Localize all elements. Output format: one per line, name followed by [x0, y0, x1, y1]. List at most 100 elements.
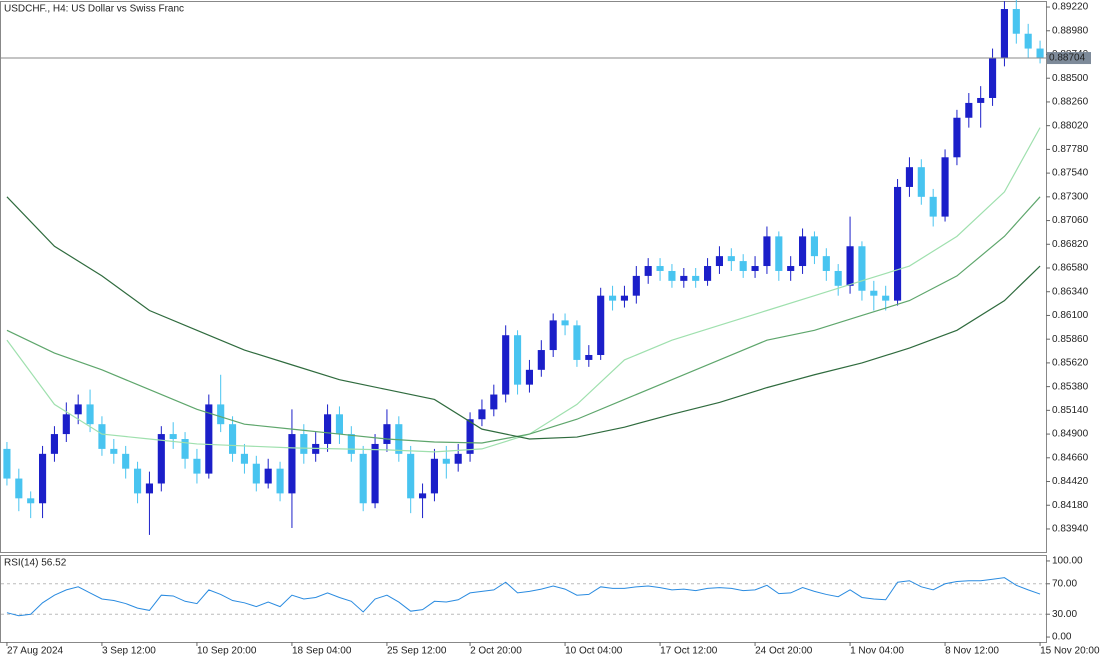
x-tick-label: 18 Sep 04:00	[292, 646, 352, 657]
rsi-line	[6, 577, 1041, 617]
candle-body	[514, 335, 522, 385]
candle-body	[145, 483, 153, 494]
candle-body	[181, 439, 189, 459]
y-tick-label: 0.85620	[1052, 358, 1089, 369]
x-tick-label: 3 Sep 12:00	[102, 646, 156, 657]
y-tick-label: 0.00	[1052, 632, 1072, 643]
candle-body	[822, 256, 830, 271]
candle-body	[644, 266, 652, 276]
candle-body	[39, 453, 47, 504]
candle-body	[597, 295, 605, 355]
main-frame	[0, 1, 1047, 553]
moving-average	[6, 196, 1041, 444]
y-tick-label: 0.84660	[1052, 452, 1089, 463]
candle-body	[917, 167, 925, 197]
candle-body	[134, 468, 142, 494]
candle-body	[870, 290, 878, 296]
y-tick-label: 30.00	[1052, 609, 1077, 620]
candle-body	[466, 419, 474, 454]
y-tick-label: 0.87060	[1052, 215, 1089, 226]
y-tick-label: 0.87780	[1052, 144, 1089, 155]
candle-body	[775, 236, 783, 271]
candle-body	[609, 295, 617, 301]
candle-body	[585, 354, 593, 360]
candle-body	[1036, 48, 1044, 59]
candle-body	[525, 369, 533, 385]
candle-body	[977, 97, 985, 103]
x-tick-label: 27 Aug 2024	[7, 646, 64, 657]
y-tick-label: 0.86820	[1052, 239, 1089, 250]
candle-body	[692, 275, 700, 281]
y-tick-label: 0.86580	[1052, 263, 1089, 274]
candle-body	[419, 493, 427, 499]
y-tick-label: 0.84900	[1052, 429, 1089, 440]
candle-body	[989, 58, 997, 98]
x-tick-label: 25 Sep 12:00	[387, 646, 447, 657]
y-tick-label: 0.85140	[1052, 405, 1089, 416]
y-tick-label: 0.86100	[1052, 310, 1089, 321]
candle-body	[395, 424, 403, 454]
candle-body	[157, 434, 165, 484]
candle-body	[858, 246, 866, 291]
candle-body	[193, 458, 201, 474]
candle-body	[537, 350, 545, 370]
candle-body	[252, 463, 260, 484]
current-price-box	[1047, 52, 1091, 65]
candle-body	[490, 394, 498, 410]
candle-body	[240, 453, 248, 464]
candle-body	[953, 117, 961, 158]
candle-body	[86, 404, 94, 425]
candle-body	[169, 434, 177, 440]
candle-body	[300, 434, 308, 454]
moving-average	[6, 196, 1041, 440]
candle-body	[502, 335, 510, 395]
candle-body	[407, 453, 415, 499]
x-tick-label: 10 Sep 20:00	[197, 646, 257, 657]
candle-body	[347, 434, 355, 454]
candle-body	[371, 443, 379, 504]
candle-body	[620, 295, 628, 301]
candle-body	[846, 246, 854, 286]
candle-body	[882, 295, 890, 301]
candle-body	[1000, 9, 1008, 59]
candle-body	[727, 256, 735, 262]
y-tick-label: 0.86340	[1052, 286, 1089, 297]
candle-body	[217, 404, 225, 425]
candle-body	[549, 320, 557, 351]
y-tick-label: 0.85860	[1052, 334, 1089, 345]
candle-body	[264, 468, 272, 484]
y-tick-label: 100.00	[1052, 556, 1083, 567]
chart-title: USDCHF., H4: US Dollar vs Swiss Franc	[4, 4, 184, 15]
candle-body	[229, 424, 237, 454]
candle-body	[656, 266, 664, 271]
candle-body	[715, 256, 723, 267]
candle-body	[561, 320, 569, 326]
candle-body	[965, 102, 973, 118]
candle-body	[929, 196, 937, 217]
candle-body	[763, 236, 771, 267]
candle-body	[205, 404, 213, 474]
candle-body	[799, 236, 807, 267]
moving-average	[6, 127, 1041, 453]
candle-body	[15, 478, 23, 499]
candle-body	[632, 275, 640, 296]
y-tick-label: 0.87300	[1052, 191, 1089, 202]
candle-body	[668, 270, 676, 281]
candle-body	[98, 424, 106, 449]
candle-body	[1012, 9, 1020, 34]
current-price-label: 0.88704	[1049, 53, 1086, 64]
candle-body	[110, 448, 118, 454]
candle-body	[288, 434, 296, 494]
y-tick-label: 0.83940	[1052, 524, 1089, 535]
candle-body	[905, 167, 913, 187]
x-tick-label: 8 Nov 12:00	[945, 646, 999, 657]
x-tick-label: 10 Oct 04:00	[565, 646, 623, 657]
rsi-title: RSI(14) 56.52	[4, 558, 67, 569]
candle-body	[335, 414, 343, 435]
candle-body	[739, 261, 747, 271]
candle-body	[680, 275, 688, 281]
candle-body	[442, 458, 450, 464]
y-tick-label: 0.88260	[1052, 97, 1089, 108]
candle-body	[834, 270, 842, 286]
